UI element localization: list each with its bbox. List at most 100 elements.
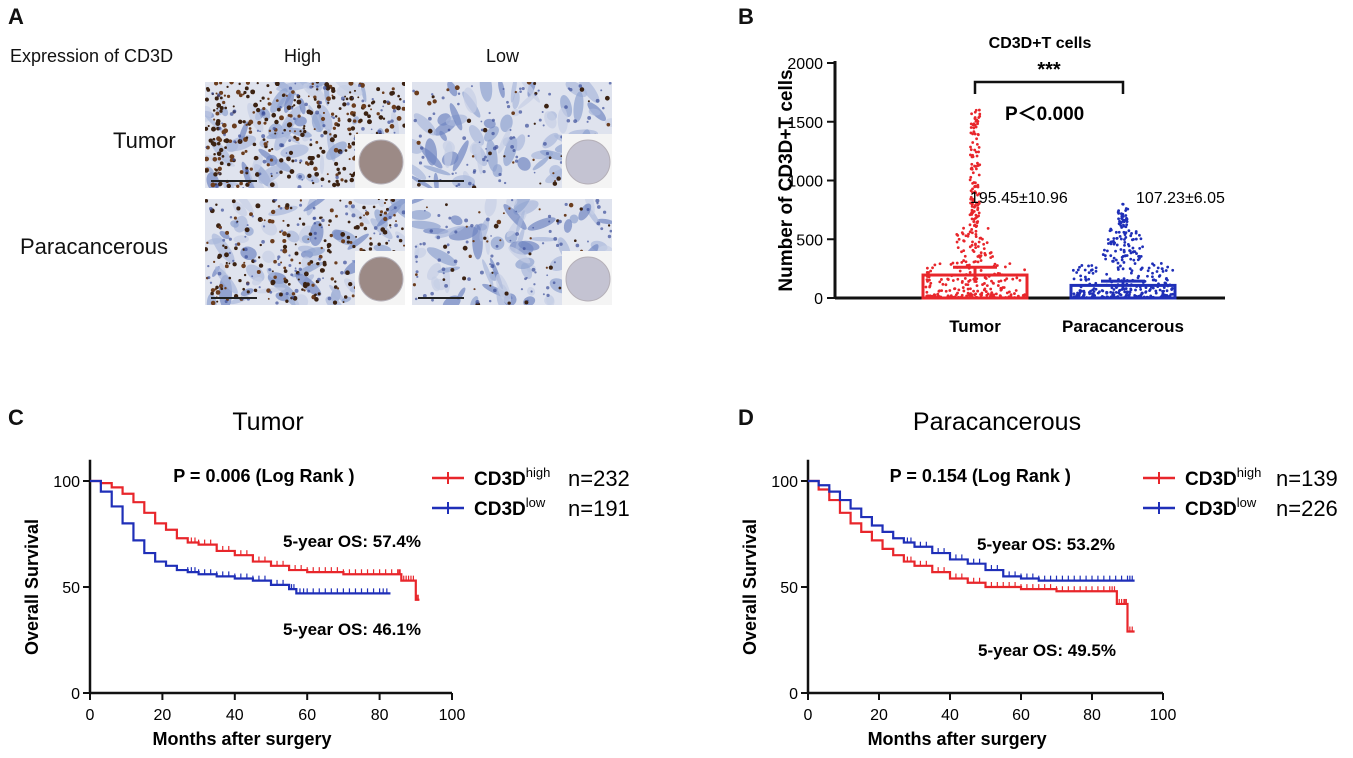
positive-cell	[286, 174, 291, 179]
positive-cell	[427, 101, 432, 106]
positive-cell	[548, 265, 553, 270]
nucleus	[466, 163, 469, 166]
positive-cell	[206, 241, 209, 244]
nucleus	[351, 213, 356, 218]
positive-cell	[283, 269, 288, 273]
data-point	[977, 145, 981, 149]
tissue-fiber	[517, 157, 531, 171]
para-low-ihc-image-texture	[412, 199, 612, 305]
nucleus	[401, 210, 405, 215]
nucleus	[537, 89, 540, 92]
positive-cell	[556, 176, 561, 181]
positive-cell	[330, 112, 335, 116]
data-point	[1130, 269, 1134, 273]
nucleus	[258, 172, 262, 176]
data-point	[1133, 262, 1137, 265]
positive-cell	[471, 185, 477, 188]
nucleus	[220, 208, 224, 212]
nucleus	[301, 179, 304, 181]
data-point	[1114, 249, 1117, 253]
para-low-ihc-image	[412, 199, 612, 305]
positive-cell	[273, 275, 277, 279]
nucleus	[457, 183, 461, 186]
data-point	[982, 247, 986, 251]
nucleus	[564, 202, 568, 207]
positive-cell	[263, 121, 267, 125]
tissue-fiber	[503, 136, 518, 167]
nucleus	[468, 181, 472, 186]
positive-cell	[324, 82, 330, 88]
data-point	[972, 220, 976, 223]
data-point	[1146, 274, 1149, 278]
nucleus	[390, 119, 394, 123]
positive-cell	[358, 118, 363, 123]
data-point	[970, 228, 974, 231]
data-point	[1112, 237, 1116, 240]
positive-cell	[210, 291, 214, 296]
data-point	[957, 237, 961, 241]
p-value-label: P = 0.006 (Log Rank )	[173, 466, 354, 486]
nucleus	[547, 214, 552, 218]
data-point	[966, 283, 970, 287]
nucleus	[503, 181, 507, 185]
data-point	[968, 178, 972, 182]
data-point	[973, 148, 977, 152]
tissue-fiber	[532, 156, 549, 171]
data-point	[962, 249, 966, 252]
nucleus	[465, 240, 469, 244]
positive-cell	[279, 292, 283, 297]
nucleus	[559, 242, 563, 246]
positive-cell	[238, 82, 241, 86]
nucleus	[371, 98, 374, 101]
data-point	[1100, 296, 1103, 299]
positive-cell	[293, 104, 296, 107]
data-point	[1122, 261, 1126, 264]
positive-cell	[267, 97, 270, 101]
positive-cell	[236, 206, 241, 211]
positive-cell	[355, 235, 358, 238]
data-point	[1121, 267, 1125, 271]
nucleus	[600, 89, 603, 92]
data-point	[1146, 269, 1150, 273]
positive-cell	[218, 181, 223, 186]
positive-cell	[216, 151, 222, 156]
nucleus	[441, 96, 445, 100]
nucleus	[436, 235, 441, 240]
data-point	[1168, 283, 1172, 287]
data-point	[1111, 259, 1115, 263]
positive-cell	[220, 287, 224, 291]
data-point	[976, 260, 980, 264]
data-point	[1144, 286, 1148, 290]
positive-cell	[287, 282, 291, 286]
positive-cell	[263, 219, 266, 222]
data-point	[1151, 271, 1154, 275]
nucleus	[518, 110, 523, 114]
data-point	[1011, 277, 1015, 281]
data-point	[936, 292, 940, 296]
tissue-fiber	[305, 247, 325, 257]
positive-cell	[268, 129, 272, 133]
data-point	[935, 296, 939, 300]
positive-cell	[228, 276, 232, 280]
positive-cell	[297, 114, 301, 118]
data-point	[1103, 296, 1107, 300]
data-point	[974, 125, 978, 129]
nucleus	[394, 223, 398, 228]
nucleus	[510, 199, 514, 202]
positive-cell	[482, 127, 488, 133]
positive-cell	[300, 132, 305, 138]
tissue-fiber	[426, 247, 457, 266]
data-point	[1113, 284, 1116, 287]
data-point	[970, 167, 974, 171]
positive-cell	[355, 224, 360, 230]
data-point	[962, 259, 966, 262]
positive-cell	[229, 154, 235, 160]
positive-cell	[321, 149, 326, 154]
nucleus	[339, 151, 343, 155]
data-point	[976, 161, 979, 165]
positive-cell	[352, 119, 357, 123]
positive-cell	[334, 115, 338, 118]
positive-cell	[219, 147, 224, 153]
nucleus	[277, 255, 281, 259]
data-point	[1164, 269, 1168, 272]
